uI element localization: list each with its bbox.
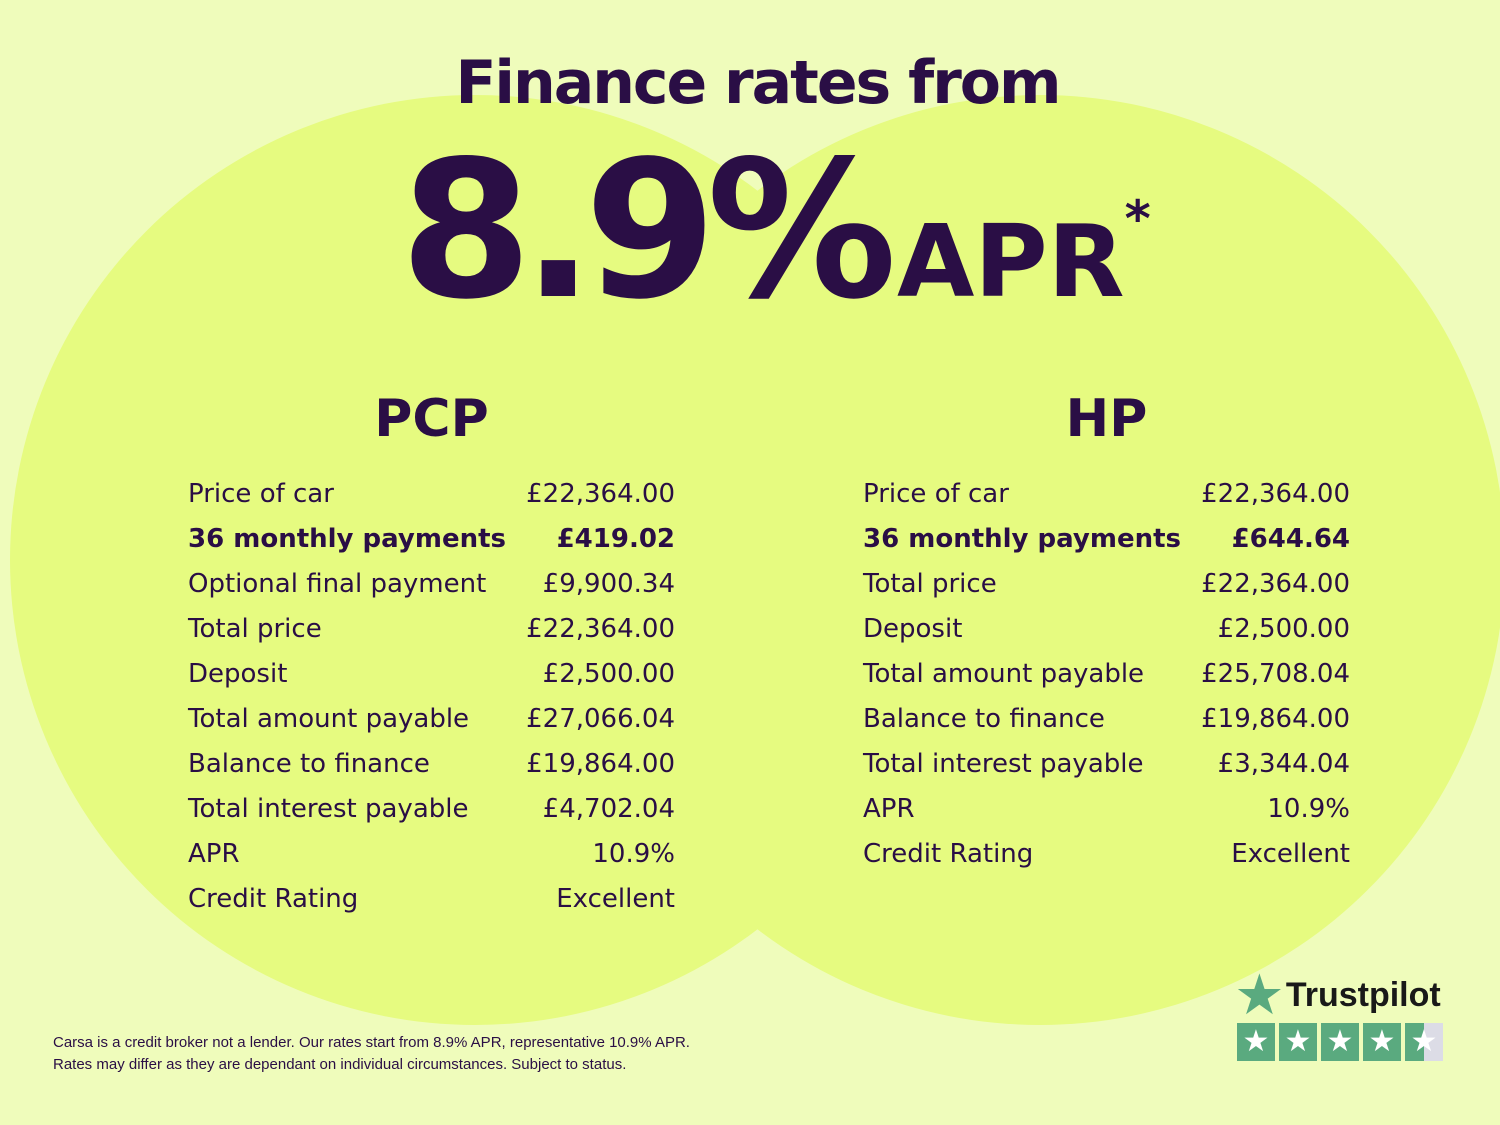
- row-value: Excellent: [1231, 839, 1350, 869]
- row-value: £22,364.00: [526, 614, 675, 644]
- rating-star-icon: ★: [1405, 1023, 1443, 1061]
- background-circle-right: [575, 95, 1500, 1025]
- table-row: Balance to finance £19,864.00: [863, 697, 1350, 742]
- row-value: £3,344.04: [1217, 749, 1350, 779]
- table-row: Credit Rating Excellent: [188, 877, 675, 922]
- row-label: Deposit: [863, 614, 963, 644]
- row-label: Total amount payable: [863, 659, 1145, 689]
- row-value: £25,708.04: [1201, 659, 1350, 689]
- row-label: Balance to finance: [188, 749, 430, 779]
- table-row: 36 monthly payments £419.02: [188, 517, 675, 562]
- table-row: Deposit £2,500.00: [188, 652, 675, 697]
- row-label: APR: [188, 839, 240, 869]
- table-row: Optional final payment £9,900.34: [188, 562, 675, 607]
- trustpilot-star-icon: ★: [1237, 967, 1282, 1023]
- row-value: £19,864.00: [526, 749, 675, 779]
- hp-table: HP Price of car £22,364.00 36 monthly paym…: [863, 388, 1350, 877]
- rating-star-icon: ★: [1363, 1023, 1401, 1061]
- table-row: Price of car £22,364.00: [188, 472, 675, 517]
- trustpilot-name: Trustpilot: [1285, 975, 1441, 1014]
- row-label: Total price: [188, 614, 322, 644]
- table-row: Total price £22,364.00: [188, 607, 675, 652]
- rating-stars: ★ ★ ★ ★ ★: [1237, 1023, 1443, 1061]
- headline: Finance rates from: [455, 48, 1061, 118]
- row-value: £419.02: [556, 524, 675, 554]
- row-value: £644.64: [1231, 524, 1350, 554]
- table-row: 36 monthly payments £644.64: [863, 517, 1350, 562]
- row-label: Total price: [863, 569, 997, 599]
- row-label: Total amount payable: [188, 704, 470, 734]
- table-row: Total amount payable £25,708.04: [863, 652, 1350, 697]
- row-label: Total interest payable: [863, 749, 1144, 779]
- row-value: £9,900.34: [542, 569, 675, 599]
- row-value: £2,500.00: [542, 659, 675, 689]
- row-value: £4,702.04: [542, 794, 675, 824]
- trustpilot-badge: ★ Trustpilot ★ ★ ★ ★ ★: [1237, 967, 1443, 1061]
- asterisk: *: [1124, 190, 1151, 248]
- row-value: £22,364.00: [1201, 479, 1350, 509]
- rate-display: 8.9% APR*: [400, 120, 1151, 341]
- row-label: Credit Rating: [188, 884, 359, 914]
- table-row: Price of car £22,364.00: [863, 472, 1350, 517]
- disclaimer-line-2: Rates may differ as they are dependant o…: [53, 1056, 627, 1073]
- row-value: £19,864.00: [1201, 704, 1350, 734]
- disclaimer-line-1: Carsa is a credit broker not a lender. O…: [53, 1034, 690, 1051]
- table-row: Total interest payable £3,344.04: [863, 742, 1350, 787]
- row-value: Excellent: [556, 884, 675, 914]
- apr-label: APR: [896, 203, 1125, 320]
- row-value: £22,364.00: [1201, 569, 1350, 599]
- pcp-table: PCP Price of car £22,364.00 36 monthly pay…: [188, 388, 675, 922]
- table-row: APR 10.9%: [863, 787, 1350, 832]
- table-row: Deposit £2,500.00: [863, 607, 1350, 652]
- row-value: £22,364.00: [526, 479, 675, 509]
- rating-star-icon: ★: [1237, 1023, 1275, 1061]
- table-row: Credit Rating Excellent: [863, 832, 1350, 877]
- table-row: Balance to finance £19,864.00: [188, 742, 675, 787]
- table-row: Total price £22,364.00: [863, 562, 1350, 607]
- table-row: APR 10.9%: [188, 832, 675, 877]
- row-label: 36 monthly payments: [188, 524, 506, 554]
- row-label: Optional final payment: [188, 569, 487, 599]
- row-label: Price of car: [188, 479, 334, 509]
- row-label: APR: [863, 794, 915, 824]
- row-value: £2,500.00: [1217, 614, 1350, 644]
- row-value: 10.9%: [1267, 794, 1350, 824]
- rating-star-icon: ★: [1321, 1023, 1359, 1061]
- rating-star-icon: ★: [1279, 1023, 1317, 1061]
- pcp-heading: PCP: [374, 389, 489, 449]
- row-label: Total interest payable: [188, 794, 469, 824]
- table-row: Total interest payable £4,702.04: [188, 787, 675, 832]
- row-label: Balance to finance: [863, 704, 1105, 734]
- disclaimer: Carsa is a credit broker not a lender. O…: [53, 1032, 690, 1076]
- hp-heading: HP: [1065, 389, 1148, 449]
- row-label: 36 monthly payments: [863, 524, 1181, 554]
- row-label: Credit Rating: [863, 839, 1034, 869]
- row-label: Price of car: [863, 479, 1009, 509]
- row-label: Deposit: [188, 659, 288, 689]
- row-value: 10.9%: [592, 839, 675, 869]
- table-row: Total amount payable £27,066.04: [188, 697, 675, 742]
- rate-value: 8.9%: [400, 120, 897, 341]
- row-value: £27,066.04: [526, 704, 675, 734]
